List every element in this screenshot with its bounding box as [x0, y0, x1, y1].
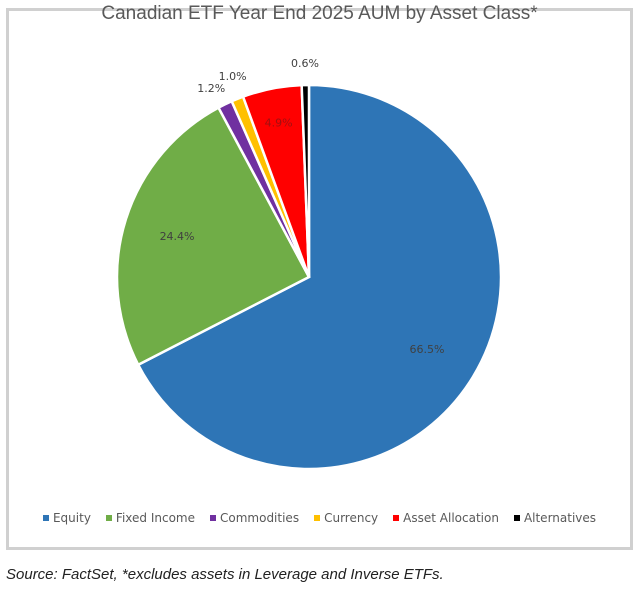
slice-equity [136, 83, 503, 471]
legend-swatch [42, 515, 49, 521]
legend-label: Currency [324, 511, 379, 525]
data-label-equity: 66.5% [410, 343, 445, 356]
legend-swatch [314, 515, 321, 521]
legend-item: Alternatives [513, 511, 597, 525]
legend-swatch [105, 515, 112, 521]
source-note: Source: FactSet, *excludes assets in Lev… [6, 566, 444, 583]
data-label-fixed-income: 24.4% [160, 230, 195, 243]
data-label-commodities: 1.2% [197, 82, 225, 95]
data-label-currency: 1.0% [219, 70, 247, 83]
legend-item: Fixed Income [105, 511, 195, 525]
legend-swatch [393, 515, 400, 521]
legend-label: Fixed Income [115, 511, 195, 525]
slice-alternatives [300, 83, 311, 278]
legend: Equity Fixed Income Commodities Currency Ass… [0, 511, 639, 525]
legend-label: Alternatives [523, 511, 597, 525]
data-label-asset-allocation: 4.9% [265, 117, 293, 130]
legend-item: Asset Allocation [393, 511, 499, 525]
legend-item: Equity [42, 511, 91, 525]
slice-fixed-income [115, 105, 311, 367]
chart-title: Canadian ETF Year End 2025 AUM by Asset … [101, 3, 538, 24]
legend-label: Commodities [220, 511, 300, 525]
legend-item: Commodities [210, 511, 299, 525]
pie-chart: 66.5% 24.4% 1.2%1.0% 4.9% 0.6% [115, 57, 503, 471]
legend-label: Asset Allocation [403, 511, 499, 525]
legend-swatch [513, 515, 520, 521]
legend-label: Equity [52, 511, 91, 525]
legend-item: Currency [314, 511, 378, 525]
legend-swatch [210, 515, 216, 521]
data-label-alternatives: 0.6% [291, 57, 319, 70]
